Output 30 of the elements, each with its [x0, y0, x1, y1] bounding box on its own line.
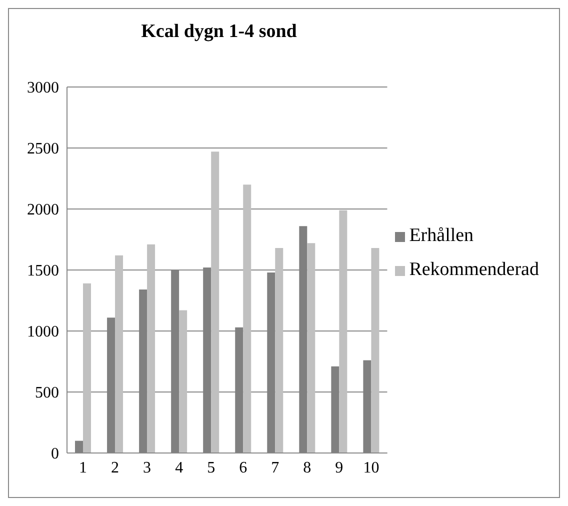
x-tick-label: 4 [175, 459, 184, 476]
y-tick-label: 0 [51, 446, 59, 463]
bar [339, 210, 348, 453]
bar [243, 184, 252, 453]
x-tick-label: 5 [207, 459, 216, 476]
bar [307, 243, 316, 453]
x-tick-label: 8 [303, 459, 312, 476]
x-tick-label: 7 [271, 459, 280, 476]
bar [371, 248, 380, 453]
bar [275, 248, 284, 453]
bar [83, 283, 92, 453]
y-tick-label: 500 [35, 384, 59, 402]
legend-label: Erhållen [409, 225, 474, 246]
y-tick-label: 1000 [27, 324, 59, 341]
x-tick-label: 9 [335, 459, 344, 476]
x-tick-label: 2 [111, 459, 120, 476]
y-tick-label: 2500 [27, 140, 59, 158]
x-tick-label: 3 [143, 459, 152, 476]
bar [179, 310, 188, 453]
bar [211, 152, 220, 453]
bar [147, 244, 156, 453]
y-tick-label: 1500 [27, 262, 59, 280]
legend-label: Rekommenderad [409, 259, 539, 280]
y-tick-label: 3000 [27, 80, 59, 97]
x-tick-label: 10 [363, 459, 380, 476]
x-tick-label: 1 [79, 459, 88, 476]
chart-title: Kcal dygn 1-4 sond [140, 21, 298, 43]
y-tick-label: 2000 [27, 202, 59, 219]
x-tick-label: 6 [239, 459, 248, 476]
bar [115, 255, 124, 453]
